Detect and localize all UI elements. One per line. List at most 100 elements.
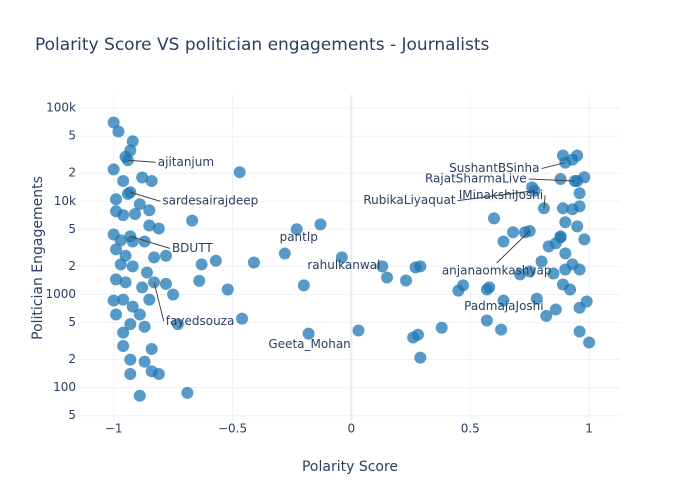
data-point [138, 355, 151, 368]
data-point [578, 233, 591, 246]
data-point [335, 251, 348, 264]
annotation-label: ajitanjum [158, 155, 214, 169]
data-point [110, 308, 123, 321]
annotation-arrow [127, 159, 156, 163]
data-point [480, 283, 493, 296]
data-point [414, 351, 427, 364]
x-tick-label: −1 [105, 422, 123, 436]
data-point [143, 293, 156, 306]
data-point [193, 274, 206, 287]
annotation-arrow [496, 230, 531, 264]
data-point [573, 263, 586, 276]
data-point [547, 267, 560, 280]
data-point [376, 260, 389, 273]
annotation-arrow [457, 190, 535, 202]
x-tick-label: 0.5 [461, 422, 480, 436]
data-point [107, 163, 120, 176]
annotation-arrow [541, 162, 566, 170]
data-point [549, 303, 562, 316]
data-point [143, 219, 156, 232]
data-point [302, 327, 315, 340]
annotation-arrow [543, 195, 546, 209]
y-tick-label: 10k [54, 194, 76, 208]
x-tick-label: 0 [348, 422, 356, 436]
data-point [119, 276, 132, 289]
annotation-arrow [528, 178, 575, 182]
data-point [480, 314, 493, 327]
annotation-label: RajatSharmaLive [425, 171, 527, 185]
annotation-label: rahulkanwal [307, 258, 380, 272]
data-point [117, 326, 130, 339]
data-point [112, 125, 125, 138]
data-point [133, 198, 146, 211]
y-tick-label: 2 [68, 259, 76, 273]
data-point [148, 251, 161, 264]
data-point [124, 353, 137, 366]
data-point [117, 293, 130, 306]
y-tick-label: 5 [68, 408, 76, 422]
data-point [236, 312, 249, 325]
data-point [171, 318, 184, 331]
y-tick-label: 2 [68, 166, 76, 180]
data-point [556, 202, 569, 215]
y-tick-label: 5 [68, 129, 76, 143]
data-point [535, 255, 548, 268]
data-point [159, 249, 172, 262]
data-point [152, 222, 165, 235]
data-point [136, 281, 149, 294]
data-point [129, 207, 142, 220]
data-point [247, 256, 260, 269]
annotation-label: BDUTT [172, 241, 213, 255]
data-point [195, 258, 208, 271]
data-point [110, 273, 123, 286]
data-point [571, 220, 584, 233]
x-axis-title: Polarity Score [302, 459, 398, 475]
data-point [497, 235, 510, 248]
data-point [110, 193, 123, 206]
annotation-label: sardesairajdeep [162, 194, 258, 208]
data-point [278, 247, 291, 260]
data-point [126, 300, 139, 313]
data-point [221, 283, 234, 296]
data-point [530, 292, 543, 305]
y-tick-label: 5 [68, 315, 76, 329]
data-point [110, 243, 123, 256]
data-point [314, 218, 327, 231]
annotation-arrow [153, 282, 165, 322]
data-point [136, 171, 149, 184]
data-point [583, 336, 596, 349]
annotation-label: anjanaomkashyap [442, 263, 552, 277]
y-tick-label: 100 [53, 380, 76, 394]
data-point [559, 263, 572, 276]
data-point [143, 204, 156, 217]
data-point [107, 116, 120, 129]
y-tick-label: 2 [68, 352, 76, 366]
data-point [540, 309, 553, 322]
data-point [507, 226, 520, 239]
data-point [400, 274, 413, 287]
annotation-label: PadmajaJoshi [464, 299, 543, 313]
data-point [352, 324, 365, 337]
y-tick-label: 5 [68, 222, 76, 236]
data-point [117, 209, 130, 222]
data-point [457, 279, 470, 292]
data-point [411, 328, 424, 341]
data-point [559, 247, 572, 260]
data-point [124, 144, 137, 157]
chart-title: Polarity Score VS politician engagements… [35, 35, 490, 55]
data-point [559, 216, 572, 229]
data-point [297, 279, 310, 292]
data-point [514, 268, 527, 281]
annotation-arrow [130, 191, 161, 202]
data-point [497, 294, 510, 307]
data-point [152, 368, 165, 381]
data-point [554, 173, 567, 186]
data-point [124, 368, 137, 381]
y-tick-label: 100k [46, 101, 76, 115]
data-point [126, 260, 139, 273]
annotation-label: fayedsouza [166, 314, 235, 328]
data-point [124, 318, 137, 331]
data-point [114, 258, 127, 271]
data-point [107, 294, 120, 307]
